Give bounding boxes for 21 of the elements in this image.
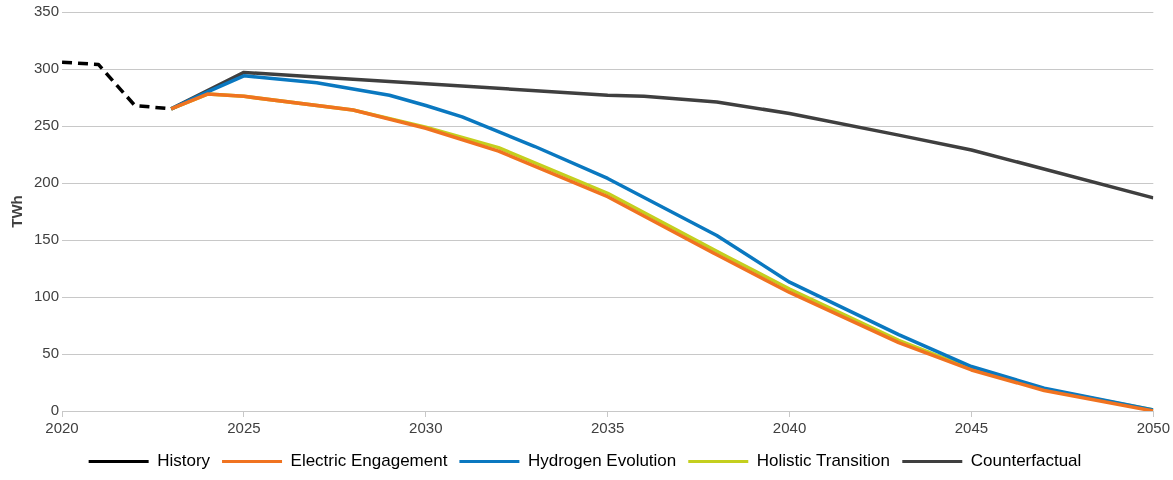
y-tick-label: 350 [34, 2, 60, 20]
legend-label: Holistic Transition [756, 451, 890, 471]
y-tick-label: 200 [34, 173, 60, 191]
x-tick-label: 2030 [409, 419, 443, 437]
y-tick-label: 50 [42, 344, 60, 362]
x-tick-label: 2040 [772, 419, 807, 437]
x-tick-label: 2020 [45, 419, 79, 437]
legend-label: Hydrogen Evolution [527, 451, 677, 471]
y-tick-label: 300 [34, 59, 60, 77]
y-tick-label: 100 [34, 287, 60, 305]
y-tick-label: 250 [34, 116, 60, 134]
legend-label: Counterfactual [970, 451, 1082, 471]
x-tick-label: 2025 [227, 419, 261, 437]
x-tick-label: 2035 [590, 419, 625, 437]
y-axis-title: TWh [8, 195, 26, 228]
y-tick-label: 150 [34, 230, 60, 248]
legend-label: Electric Engagement [290, 451, 448, 471]
x-tick-label: 2050 [1136, 419, 1170, 437]
y-tick-label: 0 [50, 401, 60, 419]
legend-label: History [157, 451, 211, 471]
x-tick-label: 2045 [954, 419, 989, 437]
